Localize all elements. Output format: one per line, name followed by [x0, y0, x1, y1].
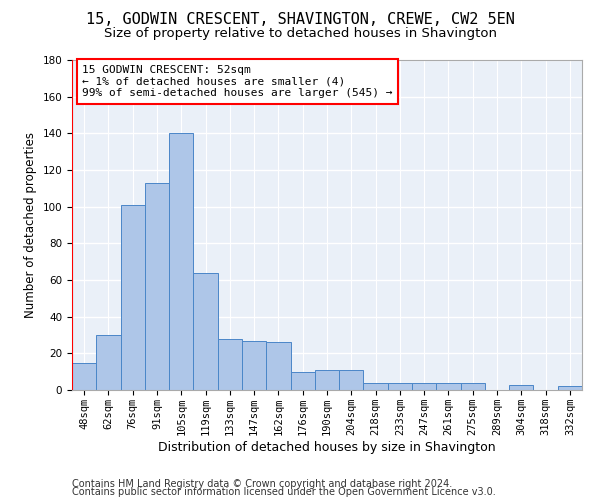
Text: Contains HM Land Registry data © Crown copyright and database right 2024.: Contains HM Land Registry data © Crown c…: [72, 479, 452, 489]
Bar: [169, 134, 193, 390]
Bar: [558, 386, 582, 390]
Y-axis label: Number of detached properties: Number of detached properties: [24, 132, 37, 318]
Bar: [388, 382, 412, 390]
X-axis label: Distribution of detached houses by size in Shavington: Distribution of detached houses by size …: [158, 440, 496, 454]
Bar: [436, 382, 461, 390]
Bar: [339, 370, 364, 390]
Bar: [509, 384, 533, 390]
Bar: [121, 205, 145, 390]
Bar: [461, 382, 485, 390]
Text: Size of property relative to detached houses in Shavington: Size of property relative to detached ho…: [104, 28, 497, 40]
Text: 15 GODWIN CRESCENT: 52sqm
← 1% of detached houses are smaller (4)
99% of semi-de: 15 GODWIN CRESCENT: 52sqm ← 1% of detach…: [82, 65, 392, 98]
Bar: [266, 342, 290, 390]
Bar: [412, 382, 436, 390]
Bar: [193, 272, 218, 390]
Text: Contains public sector information licensed under the Open Government Licence v3: Contains public sector information licen…: [72, 487, 496, 497]
Text: 15, GODWIN CRESCENT, SHAVINGTON, CREWE, CW2 5EN: 15, GODWIN CRESCENT, SHAVINGTON, CREWE, …: [86, 12, 514, 28]
Bar: [96, 335, 121, 390]
Bar: [72, 362, 96, 390]
Bar: [364, 382, 388, 390]
Bar: [290, 372, 315, 390]
Bar: [218, 338, 242, 390]
Bar: [242, 340, 266, 390]
Bar: [145, 183, 169, 390]
Bar: [315, 370, 339, 390]
